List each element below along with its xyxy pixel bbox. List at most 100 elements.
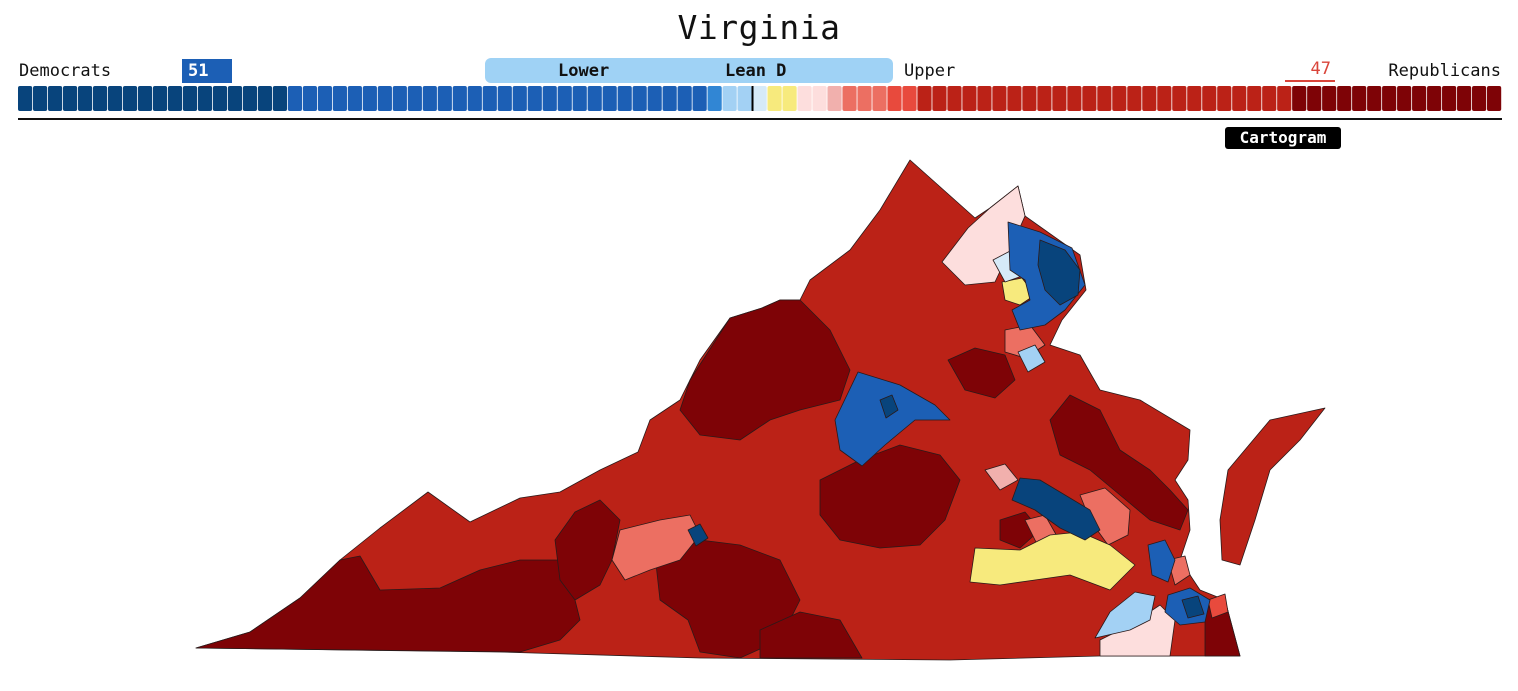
seat-safe_d [47,86,63,111]
seat-likely_r_bright [887,86,902,111]
seat-lean_r [842,86,857,111]
seat-likely_r [1247,86,1262,111]
page-title: Virginia [677,8,841,47]
district[interactable] [1017,344,1046,373]
seat-likely_d [287,86,303,111]
seat-safe_d [122,86,138,111]
district[interactable] [1037,239,1081,306]
seat-likely_d [467,86,482,111]
seat-likely_r [1187,86,1202,111]
district[interactable] [819,444,961,549]
seat-likely_r [1007,86,1022,111]
seat-safe_d [137,86,153,111]
seat-likely_r [1052,86,1067,111]
seat-safe_d [227,86,243,111]
seat-likely_d [602,86,617,111]
district[interactable] [759,611,863,659]
seat-likely_d [317,86,332,111]
district[interactable] [1049,394,1189,531]
seat-tilt_r [797,86,812,111]
seat-likely_d [392,86,407,111]
seat-safe_r [1322,86,1337,111]
seat-likely_d [422,86,437,111]
district[interactable] [611,514,701,581]
district[interactable] [1207,593,1229,619]
republicans-label: Republicans [1388,61,1501,81]
seat-safe_r [1382,86,1397,111]
seat-likely_r [1037,86,1052,111]
seat-likely_d [452,86,467,111]
seat-safe_r [1337,86,1352,111]
district[interactable] [969,531,1136,591]
seat-likely_r [1022,86,1037,111]
seat-safe_r [1472,86,1487,111]
district[interactable] [1181,595,1205,619]
district[interactable] [1094,591,1156,639]
seat-likely_r_bright [902,86,917,111]
district[interactable] [679,299,851,441]
seat-likely_d [692,86,707,111]
seat-likely_d [302,86,317,111]
seat-tilt_d [722,86,737,111]
header-divider [18,118,1502,120]
seat-likely_d [617,86,632,111]
seat-toss_up [767,86,782,111]
seat-tilt_d [737,86,752,111]
seat-safe_d [182,86,198,111]
district[interactable] [195,555,581,653]
district[interactable] [687,523,709,547]
seat-likely_d [347,86,362,111]
seat-safe_d [92,86,108,111]
seat-safe_r [1442,86,1457,111]
district[interactable] [1147,539,1176,583]
district[interactable] [834,371,951,467]
seat-toss_up_light [752,86,767,111]
seat-safe_d [212,86,228,111]
seat-safe_d [152,86,168,111]
seat-likely_r [1262,86,1277,111]
chamber-upper-option[interactable]: Upper [904,61,956,81]
district[interactable] [947,347,1016,399]
seat-safe_r [1397,86,1412,111]
seat-likely_d [512,86,527,111]
seat-safe_d [242,86,258,111]
seat-lean_r [857,86,872,111]
seat-safe_d [32,86,48,111]
seat-likely_r [977,86,992,111]
seat-likely_d [677,86,692,111]
seat-likely_r [1157,86,1172,111]
democrats-label: Democrats [19,61,112,81]
seat-safe_d [272,86,288,111]
seat-safe_r [1367,86,1382,111]
seat-likely_d [482,86,497,111]
district[interactable] [1219,407,1326,566]
seat-safe_r [1412,86,1427,111]
seat-safe_d [257,86,273,111]
seat-safe_r [1292,86,1307,111]
seat-likely_r [1067,86,1082,111]
chamber-lower-option[interactable]: Lower [558,61,610,81]
cartogram-button[interactable]: Cartogram [1225,127,1341,149]
seat-likely_r [962,86,977,111]
seat-likely_d [407,86,422,111]
seat-likely_d [587,86,602,111]
seat-lean_r [872,86,887,111]
seat-likely_d [527,86,542,111]
chamber-toggle[interactable] [485,58,893,83]
seat-toss_up [782,86,797,111]
seat-safe_d [197,86,213,111]
seat-likely_d [572,86,587,111]
district[interactable] [984,463,1019,491]
seat-likely_d [377,86,392,111]
seat-safe_r [1307,86,1322,111]
seat-likely_d [647,86,662,111]
seat-likely_r [1142,86,1157,111]
seat-likely_r [932,86,947,111]
seat-safe_r [1487,86,1502,111]
seat-likely_r [1172,86,1187,111]
seat-safe_d [77,86,93,111]
district[interactable] [879,394,899,419]
seat-likely_r [1217,86,1232,111]
district[interactable] [1011,477,1101,541]
selected-rating-label: Lean D [725,61,787,81]
